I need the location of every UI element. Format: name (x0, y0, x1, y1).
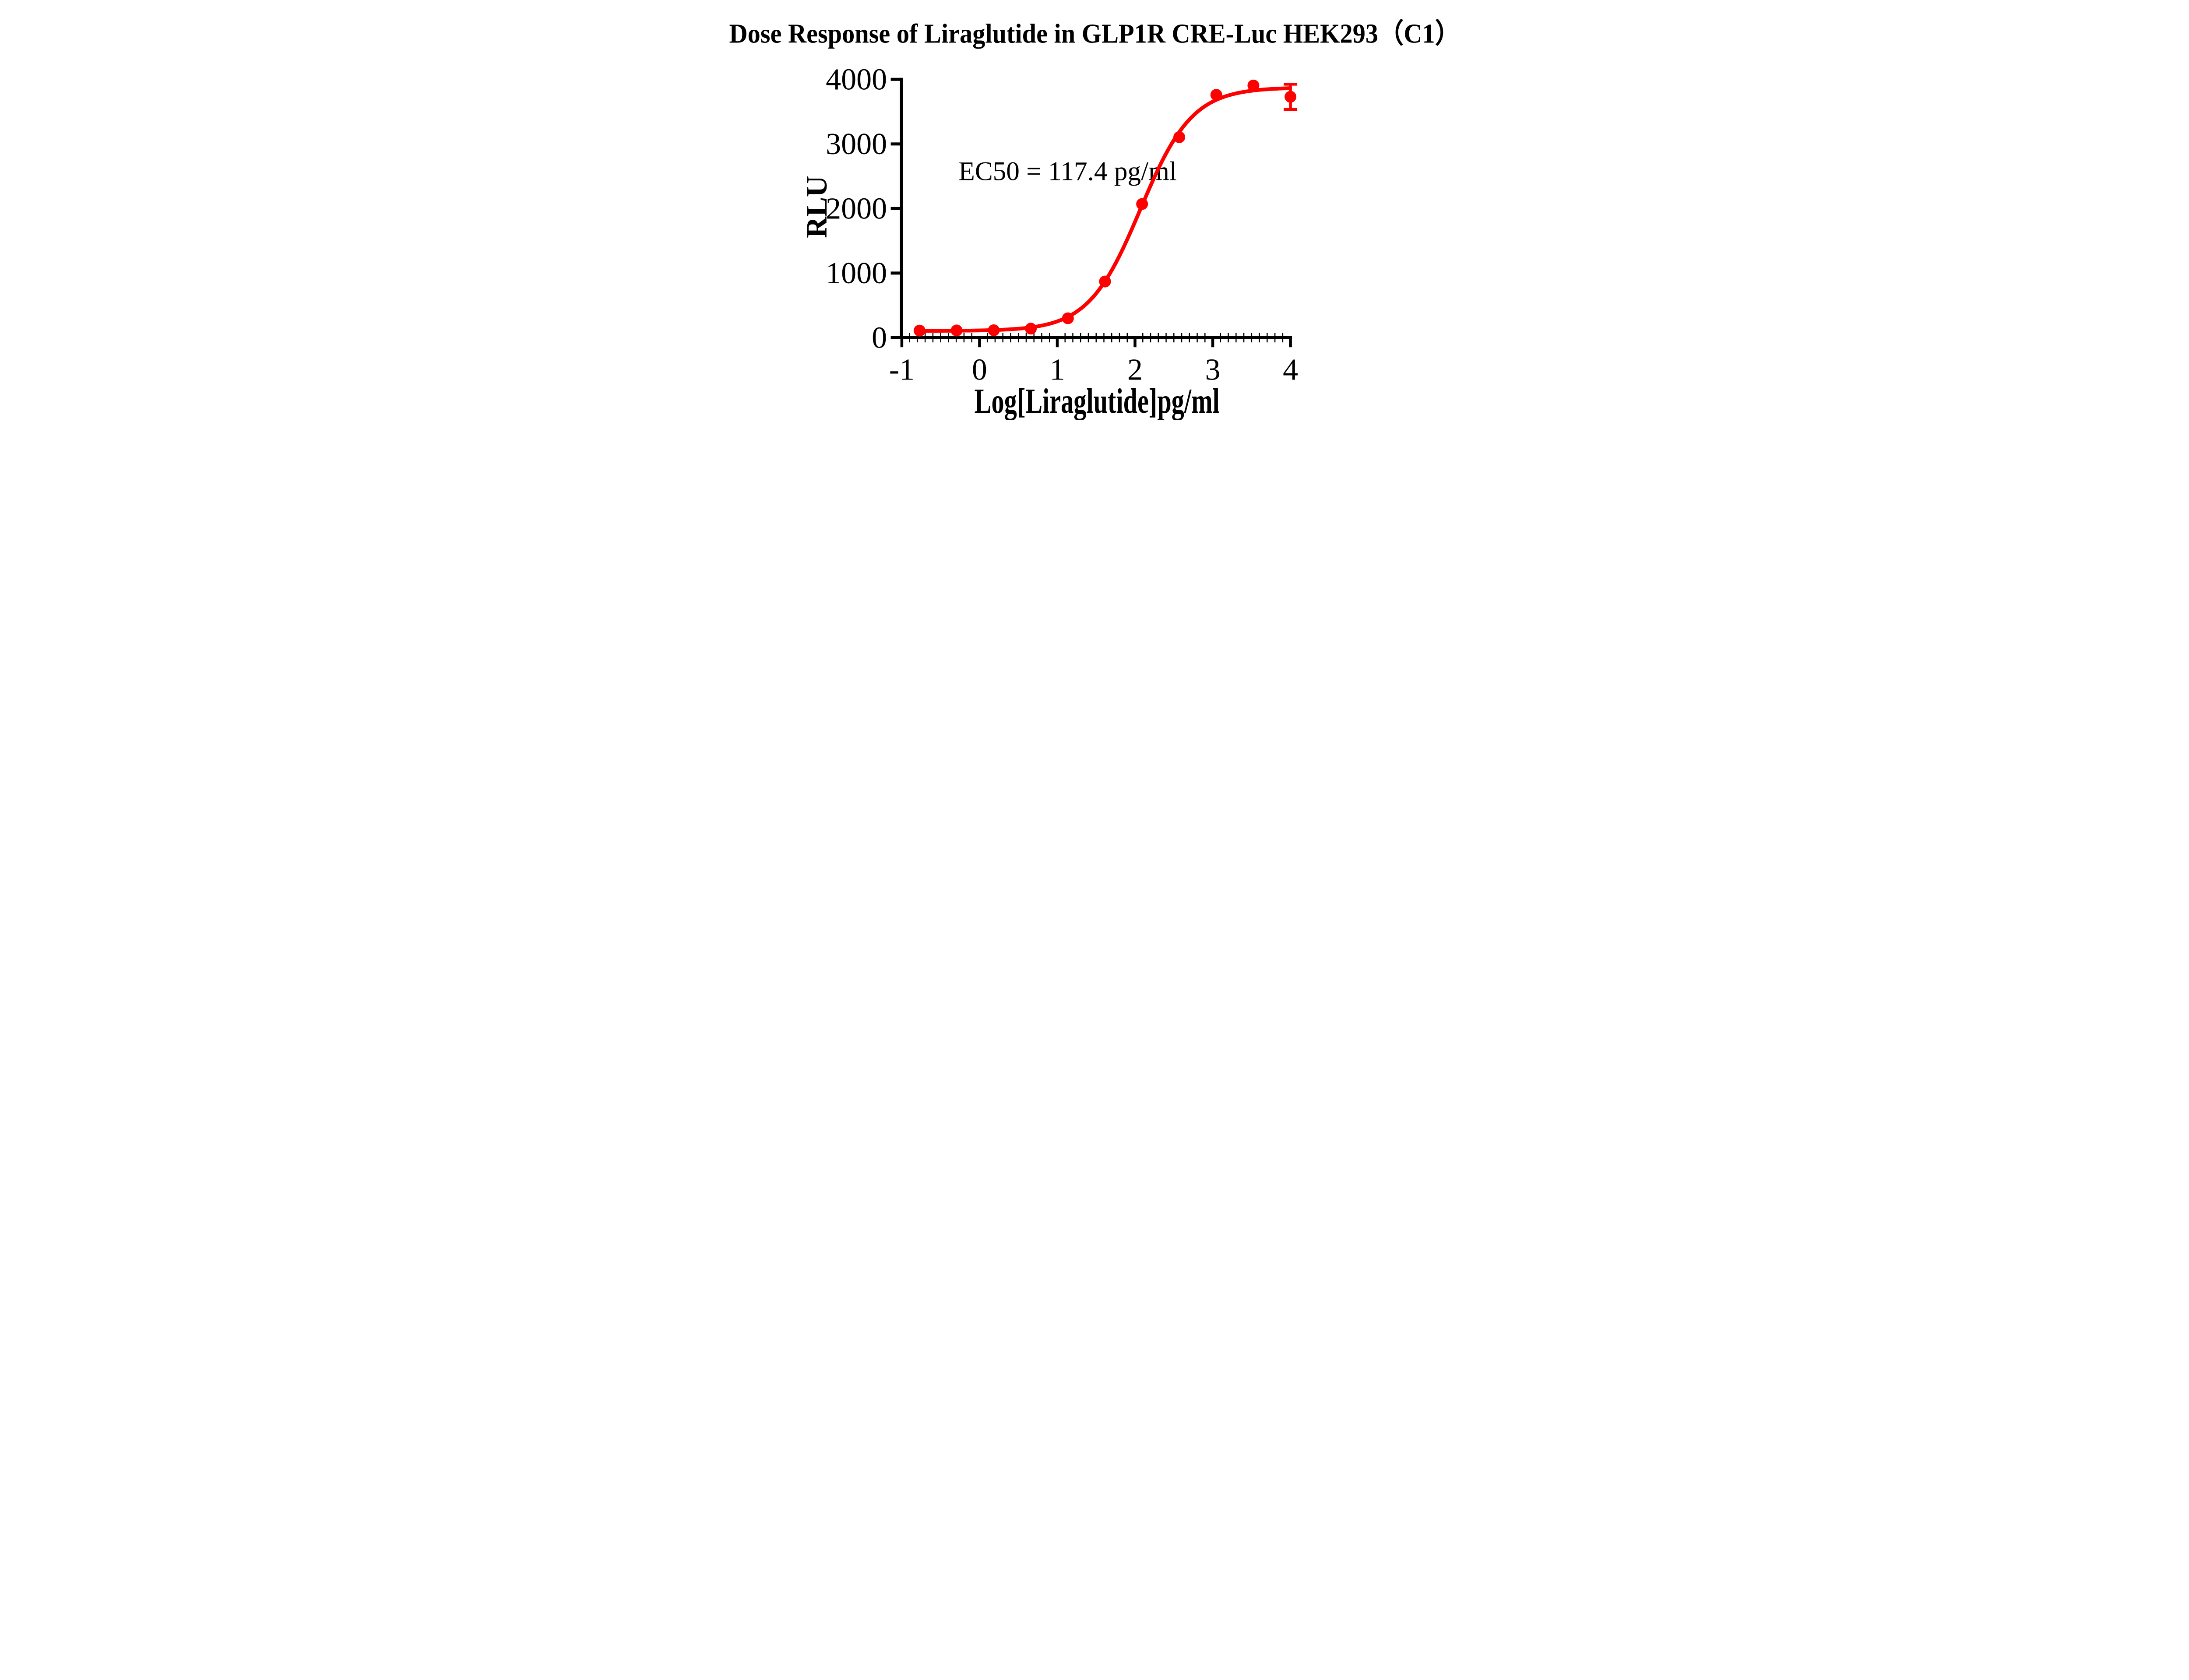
dose-response-figure: Dose Response of Liraglutide in GLP1R CR… (712, 0, 1477, 420)
y-tick-label: 1000 (826, 257, 887, 290)
data-point (1247, 79, 1259, 91)
x-tick-label: 4 (1283, 353, 1298, 387)
y-axis-title: RLU (800, 176, 833, 238)
data-point (1284, 91, 1296, 103)
y-tick-label: 2000 (826, 192, 887, 225)
data-point (1062, 312, 1074, 324)
data-point (987, 324, 999, 336)
data-point (1173, 131, 1185, 143)
page: Dose Response of Liraglutide in GLP1R CR… (712, 0, 1477, 420)
x-tick-label: 3 (1205, 353, 1220, 387)
data-point (913, 324, 926, 337)
x-tick-label: -1 (889, 353, 914, 387)
chart-canvas: Dose Response of Liraglutide in GLP1R CR… (712, 0, 1477, 420)
y-tick-label: 3000 (826, 127, 887, 161)
data-point (1136, 198, 1148, 210)
x-tick-label: 0 (971, 353, 987, 387)
data-point (950, 324, 963, 337)
fit-curve (917, 86, 1292, 333)
chart-title: Dose Response of Liraglutide in GLP1R CR… (729, 18, 1460, 49)
data-points (913, 79, 1296, 337)
y-tick-label: 4000 (826, 63, 887, 96)
x-tick-label: 2 (1127, 353, 1143, 387)
ec50-annotation: EC50 = 117.4 pg/ml (958, 156, 1176, 186)
data-point (1098, 275, 1111, 288)
x-axis-title: Log[Liraglutide]pg/ml (974, 382, 1219, 420)
x-tick-label: 1 (1049, 353, 1065, 387)
axes (890, 77, 1292, 348)
data-point (1024, 323, 1037, 335)
y-tick-label: 0 (872, 321, 887, 355)
fit-curve-group (917, 86, 1292, 333)
data-point (1210, 89, 1222, 101)
